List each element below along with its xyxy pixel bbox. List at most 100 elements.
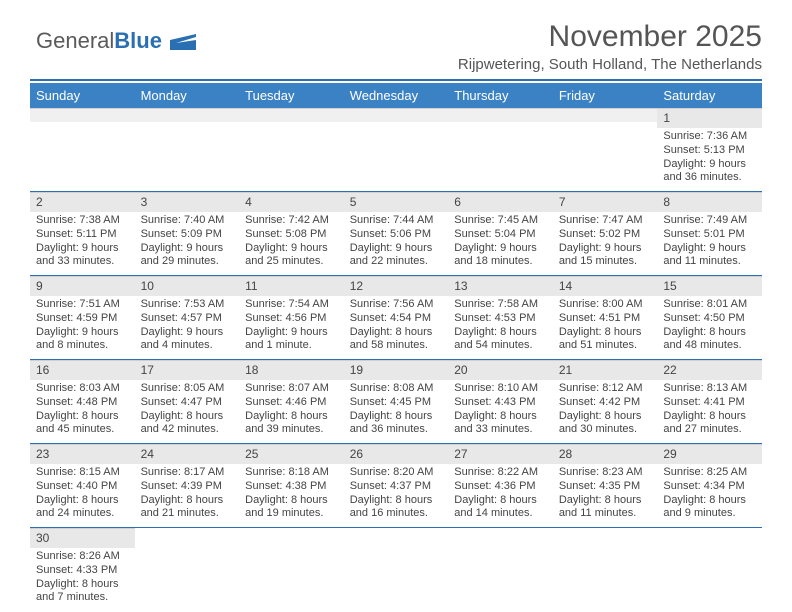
- day-number: 21: [553, 360, 658, 380]
- daylight-line: Daylight: 9 hours and 11 minutes.: [663, 242, 756, 270]
- calendar-cell: 15Sunrise: 8:01 AMSunset: 4:50 PMDayligh…: [657, 276, 762, 360]
- calendar-cell: [135, 108, 240, 192]
- day-number: 25: [239, 444, 344, 464]
- sunset-line: Sunset: 4:39 PM: [141, 480, 234, 494]
- daylight-line: Daylight: 8 hours and 21 minutes.: [141, 494, 234, 522]
- sunrise-line: Sunrise: 8:08 AM: [350, 382, 443, 396]
- day-header: Wednesday: [344, 83, 449, 108]
- day-body: Sunrise: 8:05 AMSunset: 4:47 PMDaylight:…: [135, 380, 240, 443]
- day-number: 27: [448, 444, 553, 464]
- day-body: Sunrise: 7:47 AMSunset: 5:02 PMDaylight:…: [553, 212, 658, 275]
- sunrise-line: Sunrise: 8:18 AM: [245, 466, 338, 480]
- day-number: 5: [344, 192, 449, 212]
- daylight-line: Daylight: 8 hours and 27 minutes.: [663, 410, 756, 438]
- sunset-line: Sunset: 5:13 PM: [663, 144, 756, 158]
- daylight-line: Daylight: 8 hours and 24 minutes.: [36, 494, 129, 522]
- sunset-line: Sunset: 4:37 PM: [350, 480, 443, 494]
- day-number: 18: [239, 360, 344, 380]
- daylight-line: Daylight: 8 hours and 19 minutes.: [245, 494, 338, 522]
- daylight-line: Daylight: 8 hours and 33 minutes.: [454, 410, 547, 438]
- sunrise-line: Sunrise: 7:44 AM: [350, 214, 443, 228]
- day-body: Sunrise: 8:26 AMSunset: 4:33 PMDaylight:…: [30, 548, 135, 611]
- calendar-cell: 16Sunrise: 8:03 AMSunset: 4:48 PMDayligh…: [30, 360, 135, 444]
- day-number: 23: [30, 444, 135, 464]
- day-body: Sunrise: 8:07 AMSunset: 4:46 PMDaylight:…: [239, 380, 344, 443]
- day-number: 26: [344, 444, 449, 464]
- sunrise-line: Sunrise: 8:26 AM: [36, 550, 129, 564]
- sunset-line: Sunset: 4:40 PM: [36, 480, 129, 494]
- calendar-cell: 6Sunrise: 7:45 AMSunset: 5:04 PMDaylight…: [448, 192, 553, 276]
- daylight-line: Daylight: 9 hours and 33 minutes.: [36, 242, 129, 270]
- day-header-row: SundayMondayTuesdayWednesdayThursdayFrid…: [30, 83, 762, 108]
- calendar-cell: [448, 528, 553, 612]
- day-number: 1: [657, 108, 762, 128]
- calendar-cell: 22Sunrise: 8:13 AMSunset: 4:41 PMDayligh…: [657, 360, 762, 444]
- calendar-week-row: 30Sunrise: 8:26 AMSunset: 4:33 PMDayligh…: [30, 528, 762, 612]
- calendar-cell: 12Sunrise: 7:56 AMSunset: 4:54 PMDayligh…: [344, 276, 449, 360]
- day-body: Sunrise: 7:54 AMSunset: 4:56 PMDaylight:…: [239, 296, 344, 359]
- calendar-cell: 30Sunrise: 8:26 AMSunset: 4:33 PMDayligh…: [30, 528, 135, 612]
- calendar-cell: 14Sunrise: 8:00 AMSunset: 4:51 PMDayligh…: [553, 276, 658, 360]
- day-header: Tuesday: [239, 83, 344, 108]
- sunrise-line: Sunrise: 8:07 AM: [245, 382, 338, 396]
- daylight-line: Daylight: 8 hours and 36 minutes.: [350, 410, 443, 438]
- day-body: Sunrise: 8:08 AMSunset: 4:45 PMDaylight:…: [344, 380, 449, 443]
- day-number: 9: [30, 276, 135, 296]
- sunset-line: Sunset: 4:57 PM: [141, 312, 234, 326]
- calendar-cell: 2Sunrise: 7:38 AMSunset: 5:11 PMDaylight…: [30, 192, 135, 276]
- day-number: 12: [344, 276, 449, 296]
- sunrise-line: Sunrise: 8:01 AM: [663, 298, 756, 312]
- calendar-cell: 25Sunrise: 8:18 AMSunset: 4:38 PMDayligh…: [239, 444, 344, 528]
- sunrise-line: Sunrise: 8:17 AM: [141, 466, 234, 480]
- sunset-line: Sunset: 4:53 PM: [454, 312, 547, 326]
- day-number: 2: [30, 192, 135, 212]
- calendar-cell: 27Sunrise: 8:22 AMSunset: 4:36 PMDayligh…: [448, 444, 553, 528]
- day-body: Sunrise: 8:15 AMSunset: 4:40 PMDaylight:…: [30, 464, 135, 527]
- day-body: Sunrise: 7:45 AMSunset: 5:04 PMDaylight:…: [448, 212, 553, 275]
- calendar-cell: 20Sunrise: 8:10 AMSunset: 4:43 PMDayligh…: [448, 360, 553, 444]
- sunrise-line: Sunrise: 7:53 AM: [141, 298, 234, 312]
- sunset-line: Sunset: 4:35 PM: [559, 480, 652, 494]
- calendar-cell: [239, 108, 344, 192]
- sunrise-line: Sunrise: 7:54 AM: [245, 298, 338, 312]
- sunrise-line: Sunrise: 8:25 AM: [663, 466, 756, 480]
- daylight-line: Daylight: 9 hours and 22 minutes.: [350, 242, 443, 270]
- daylight-line: Daylight: 8 hours and 11 minutes.: [559, 494, 652, 522]
- daylight-line: Daylight: 9 hours and 29 minutes.: [141, 242, 234, 270]
- day-body: Sunrise: 8:23 AMSunset: 4:35 PMDaylight:…: [553, 464, 658, 527]
- day-number: 3: [135, 192, 240, 212]
- sunrise-line: Sunrise: 8:22 AM: [454, 466, 547, 480]
- calendar-cell: 23Sunrise: 8:15 AMSunset: 4:40 PMDayligh…: [30, 444, 135, 528]
- calendar-cell: 24Sunrise: 8:17 AMSunset: 4:39 PMDayligh…: [135, 444, 240, 528]
- sunrise-line: Sunrise: 7:38 AM: [36, 214, 129, 228]
- sunrise-line: Sunrise: 8:15 AM: [36, 466, 129, 480]
- sunset-line: Sunset: 5:06 PM: [350, 228, 443, 242]
- sunrise-line: Sunrise: 7:47 AM: [559, 214, 652, 228]
- calendar-cell: 7Sunrise: 7:47 AMSunset: 5:02 PMDaylight…: [553, 192, 658, 276]
- daylight-line: Daylight: 8 hours and 42 minutes.: [141, 410, 234, 438]
- sunset-line: Sunset: 4:56 PM: [245, 312, 338, 326]
- calendar-cell: 21Sunrise: 8:12 AMSunset: 4:42 PMDayligh…: [553, 360, 658, 444]
- daylight-line: Daylight: 9 hours and 36 minutes.: [663, 158, 756, 186]
- day-number: 19: [344, 360, 449, 380]
- day-number: 17: [135, 360, 240, 380]
- calendar-cell: [448, 108, 553, 192]
- calendar-body: 1Sunrise: 7:36 AMSunset: 5:13 PMDaylight…: [30, 108, 762, 611]
- day-header: Sunday: [30, 83, 135, 108]
- calendar-cell: 11Sunrise: 7:54 AMSunset: 4:56 PMDayligh…: [239, 276, 344, 360]
- day-number: 10: [135, 276, 240, 296]
- daylight-line: Daylight: 8 hours and 39 minutes.: [245, 410, 338, 438]
- day-number: 7: [553, 192, 658, 212]
- sunrise-line: Sunrise: 8:10 AM: [454, 382, 547, 396]
- calendar-cell: 28Sunrise: 8:23 AMSunset: 4:35 PMDayligh…: [553, 444, 658, 528]
- brand-logo: GeneralBlue: [36, 28, 196, 54]
- calendar-week-row: 1Sunrise: 7:36 AMSunset: 5:13 PMDaylight…: [30, 108, 762, 192]
- daylight-line: Daylight: 9 hours and 1 minute.: [245, 326, 338, 354]
- day-body: Sunrise: 8:13 AMSunset: 4:41 PMDaylight:…: [657, 380, 762, 443]
- day-number: 13: [448, 276, 553, 296]
- day-body: Sunrise: 7:42 AMSunset: 5:08 PMDaylight:…: [239, 212, 344, 275]
- calendar-cell: 26Sunrise: 8:20 AMSunset: 4:37 PMDayligh…: [344, 444, 449, 528]
- sunset-line: Sunset: 5:02 PM: [559, 228, 652, 242]
- sunset-line: Sunset: 5:01 PM: [663, 228, 756, 242]
- sunset-line: Sunset: 5:08 PM: [245, 228, 338, 242]
